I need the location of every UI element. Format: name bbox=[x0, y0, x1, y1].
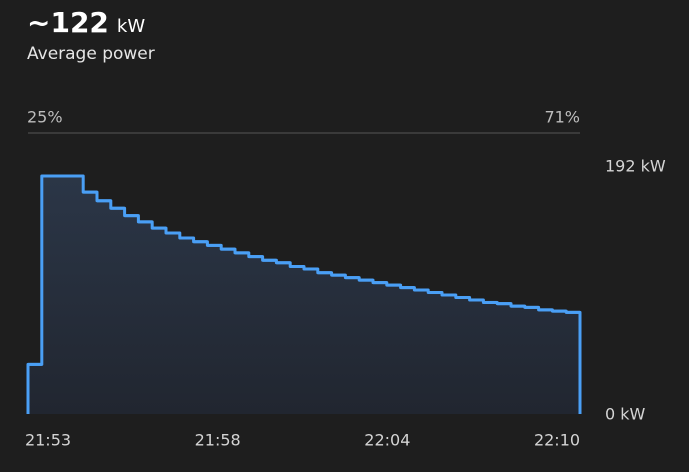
area-step bbox=[262, 260, 277, 414]
area-step bbox=[386, 285, 402, 414]
x-tick-label: 22:10 bbox=[534, 431, 580, 450]
end-label: 71% bbox=[544, 108, 580, 127]
area-step bbox=[373, 282, 388, 414]
area-step bbox=[483, 302, 498, 414]
area-step bbox=[497, 303, 512, 414]
area-step bbox=[304, 268, 319, 414]
x-tick-label: 21:53 bbox=[25, 431, 71, 450]
area-step bbox=[221, 249, 236, 414]
area-step bbox=[124, 215, 139, 414]
area-step bbox=[345, 277, 360, 414]
area-step bbox=[28, 364, 43, 414]
start-label: 25% bbox=[27, 108, 63, 127]
area-step bbox=[359, 280, 374, 414]
area-step bbox=[566, 312, 581, 414]
area-step bbox=[235, 252, 250, 414]
area-step bbox=[55, 176, 70, 414]
area-step bbox=[538, 309, 553, 414]
area-step bbox=[552, 311, 567, 414]
area-step bbox=[97, 200, 112, 414]
area-step bbox=[83, 192, 98, 414]
area-step bbox=[414, 290, 429, 414]
area-step bbox=[455, 297, 471, 414]
y-tick-label: 192 kW bbox=[605, 157, 666, 176]
area-step bbox=[400, 287, 415, 414]
area-step bbox=[428, 292, 443, 414]
x-tick-label: 22:04 bbox=[364, 431, 410, 450]
area-step bbox=[469, 299, 484, 414]
area-step bbox=[524, 307, 540, 414]
area-step bbox=[317, 272, 333, 414]
plot: 192 kW 0 kW 21:53 21:58 22:04 22:10 bbox=[25, 157, 666, 450]
area-step bbox=[290, 266, 305, 414]
title-unit: kW bbox=[117, 16, 145, 37]
subtitle: Average power bbox=[27, 44, 155, 64]
title-value: ~122 bbox=[27, 6, 109, 39]
area-step bbox=[110, 208, 126, 414]
area-step bbox=[166, 233, 181, 414]
area-step bbox=[248, 256, 264, 414]
area-step bbox=[193, 241, 208, 414]
area-step bbox=[69, 176, 84, 414]
area-step bbox=[138, 221, 153, 414]
area-step bbox=[207, 245, 222, 414]
area-step bbox=[41, 176, 57, 414]
area-step bbox=[179, 237, 195, 414]
y-tick-label: 0 kW bbox=[605, 405, 646, 424]
x-tick-label: 21:58 bbox=[195, 431, 241, 450]
area-step bbox=[331, 275, 346, 414]
area-step bbox=[152, 228, 167, 414]
area-step bbox=[442, 295, 457, 414]
area-step bbox=[276, 262, 291, 414]
area-step bbox=[511, 306, 526, 414]
